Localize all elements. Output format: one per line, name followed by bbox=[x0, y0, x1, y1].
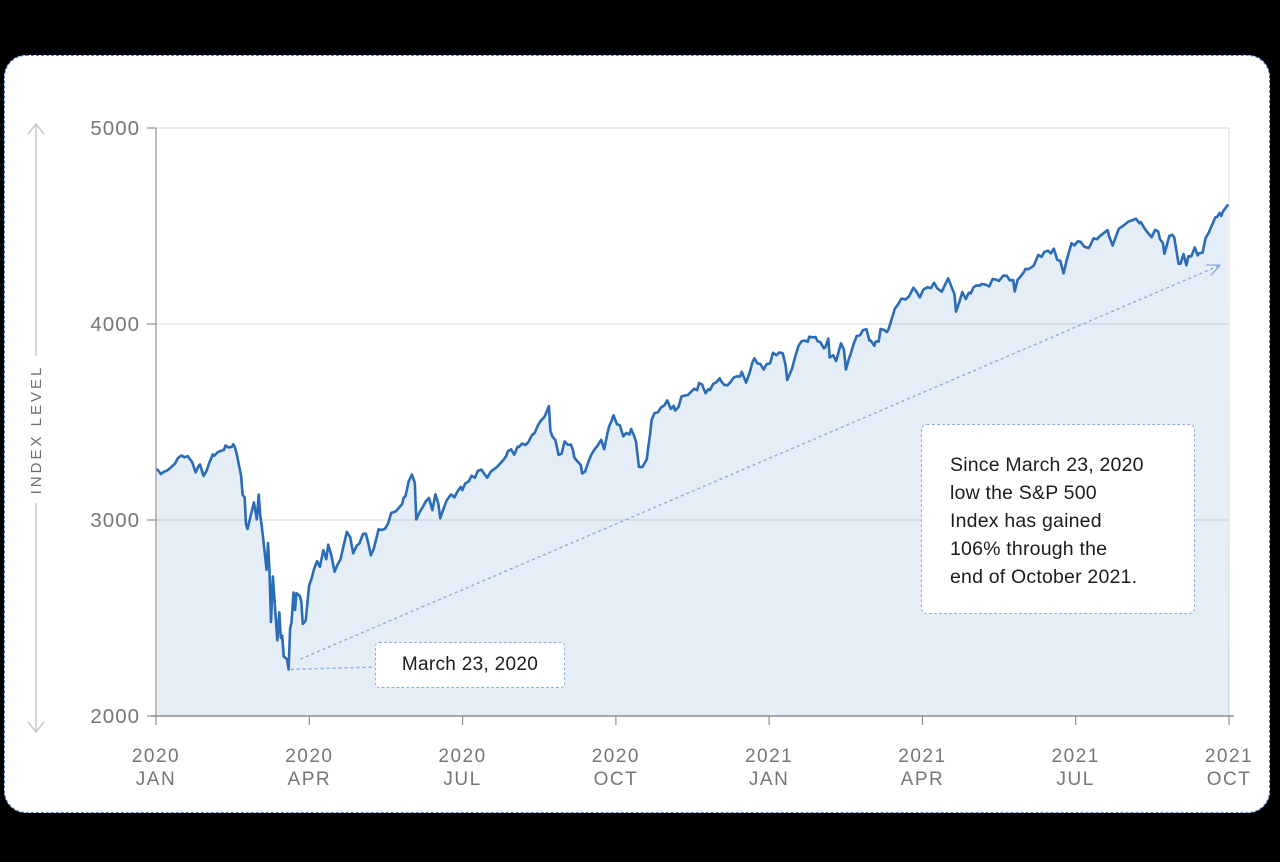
chart-card: 5000 4000 3000 2000 2020 JAN 2020 APR 2020 JUL 202… bbox=[4, 55, 1270, 813]
x-tick-label-year: 2020 bbox=[132, 746, 180, 767]
sp500-line bbox=[156, 204, 1229, 671]
summary-callout: Since March 23, 2020 low the S&P 500 Ind… bbox=[921, 424, 1195, 614]
x-tick-label-year: 2021 bbox=[1052, 746, 1100, 767]
trend-arrow-shaft bbox=[300, 264, 1221, 660]
y-tick-label-5000: 5000 bbox=[90, 117, 140, 140]
y-tick-label-2000: 2000 bbox=[90, 705, 140, 728]
low-point-callout-text: March 23, 2020 bbox=[401, 654, 539, 675]
low-point-connector bbox=[290, 666, 380, 671]
x-tick-label-month: OCT bbox=[594, 769, 639, 790]
x-tick-label-month: JAN bbox=[136, 769, 176, 790]
x-tick-label-year: 2021 bbox=[1205, 746, 1253, 767]
low-point-callout: March 23, 2020 bbox=[375, 642, 565, 688]
y-tick-label-3000: 3000 bbox=[90, 509, 140, 532]
x-tick-label-month: JUL bbox=[1057, 769, 1095, 790]
x-tick-label-year: 2020 bbox=[285, 746, 333, 767]
x-tick-label-year: 2021 bbox=[745, 746, 793, 767]
y-axis-arrowhead-down bbox=[27, 721, 45, 733]
x-tick-label-month: JUL bbox=[443, 769, 481, 790]
x-tick-label-year: 2020 bbox=[592, 746, 640, 767]
y-tick-label-4000: 4000 bbox=[90, 313, 140, 336]
x-tick-label-year: 2020 bbox=[438, 746, 486, 767]
x-tick-label-year: 2021 bbox=[898, 746, 946, 767]
x-tick-label-month: JAN bbox=[749, 769, 789, 790]
x-tick-label-month: APR bbox=[901, 769, 945, 790]
y-axis-title: INDEX LEVEL bbox=[28, 365, 45, 495]
x-tick-label-month: APR bbox=[288, 769, 332, 790]
x-tick-label-month: OCT bbox=[1207, 769, 1252, 790]
trend-arrowhead-upper bbox=[1210, 264, 1221, 276]
